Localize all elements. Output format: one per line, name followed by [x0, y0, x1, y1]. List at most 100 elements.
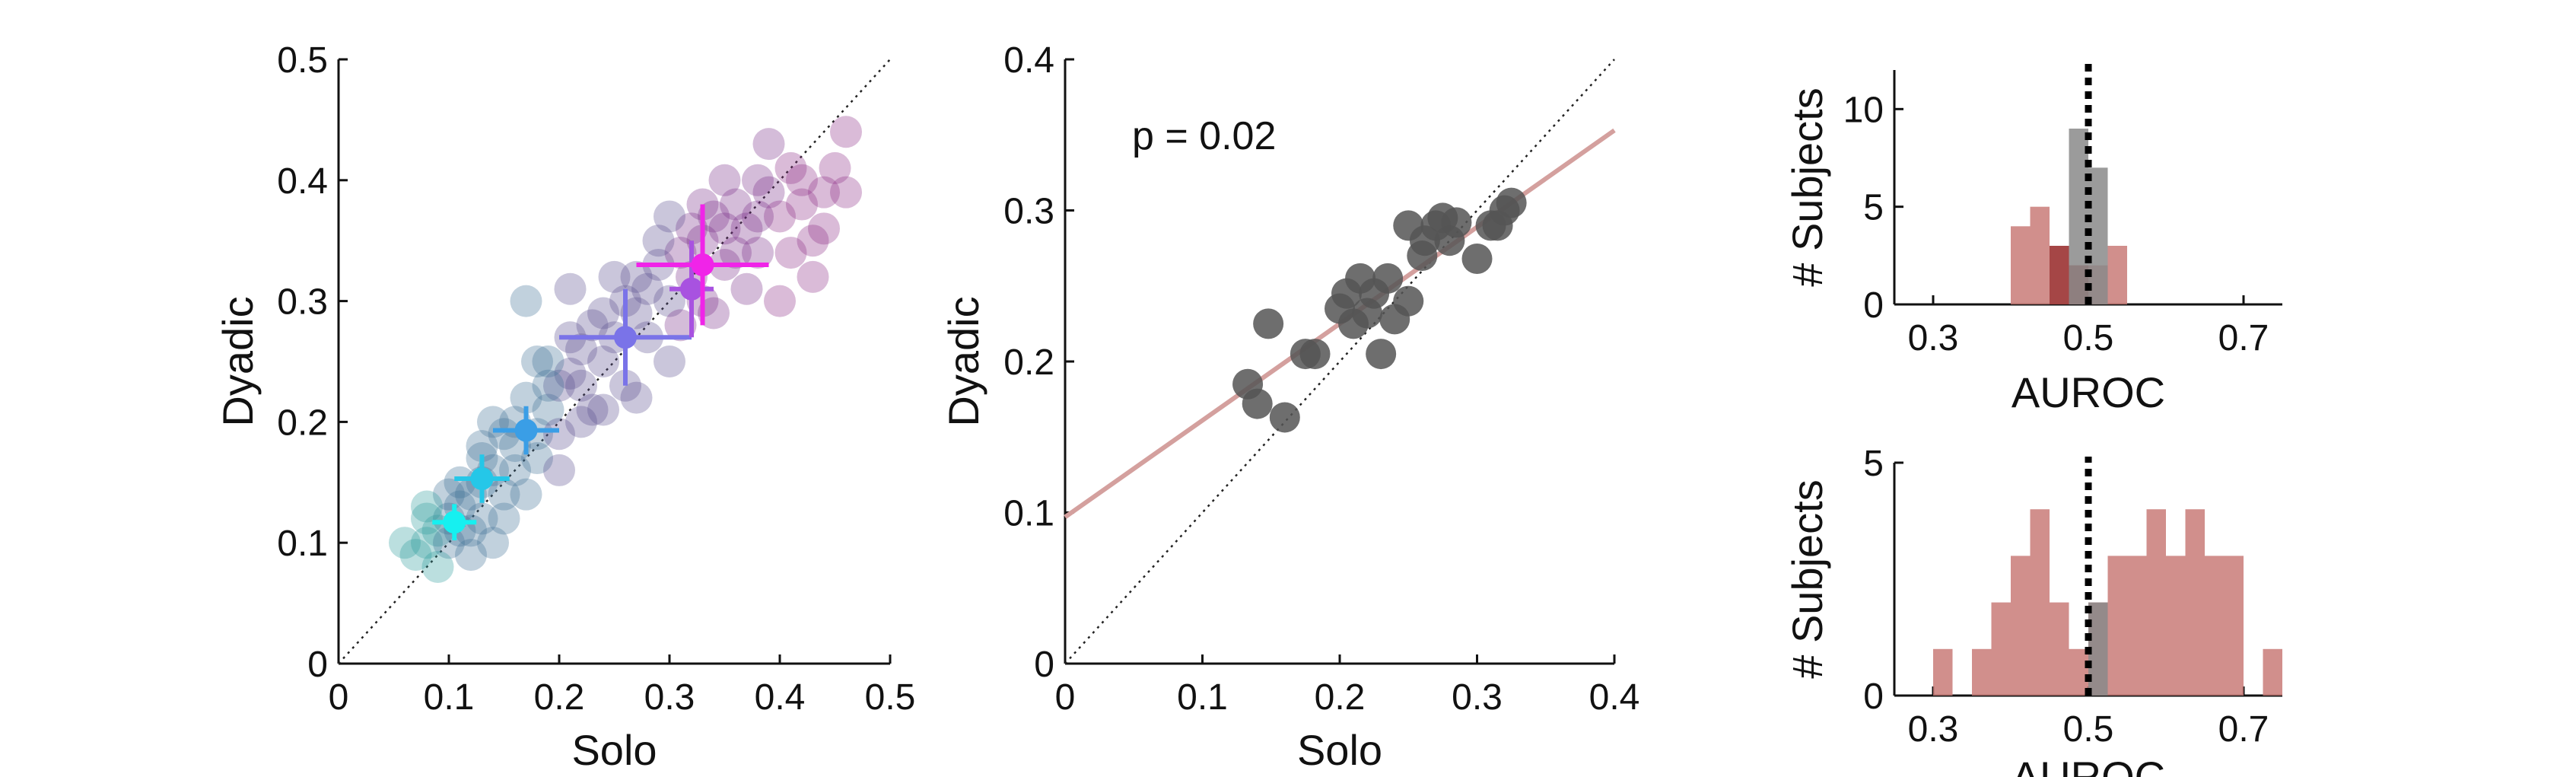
x-tick-label: 0.5 — [2063, 709, 2114, 750]
x-tick-label: 0.3 — [1908, 318, 1959, 358]
data-point — [620, 297, 653, 330]
data-point — [411, 490, 443, 523]
histogram-bar — [2224, 556, 2244, 696]
histogram-bar — [2069, 648, 2088, 696]
data-point — [786, 164, 818, 196]
y-tick-label: 0.4 — [1003, 40, 1054, 81]
data-point — [730, 212, 763, 245]
x-tick-label: 0 — [1055, 677, 1076, 718]
data-point — [587, 346, 619, 377]
y-tick-label: 0 — [1863, 285, 1884, 326]
data-point — [1393, 285, 1424, 317]
mean-point — [514, 419, 538, 442]
data-point — [554, 357, 587, 390]
data-point — [808, 176, 840, 209]
data-point — [521, 442, 553, 475]
data-point — [620, 381, 653, 414]
panel-scatter-solo-vs-dyadic-a: 0 0.1 0.2 0.3 0.4 0.5 0 0.1 0.2 0.3 0.4 0.5 Solo Dyad… — [214, 40, 915, 774]
x-tick-label: 0.2 — [1315, 677, 1366, 718]
data-point — [720, 237, 752, 269]
x-axis-label: AUROC — [2012, 753, 2165, 777]
panel-histogram-bottom: 0.3 0.5 0.7 0 5 AUROC # Subjects — [1783, 444, 2282, 777]
data-point — [676, 212, 708, 245]
x-tick-label: 0.3 — [1452, 677, 1503, 718]
histogram-bar — [2107, 556, 2127, 696]
data-point — [433, 478, 465, 511]
data-point — [499, 454, 531, 486]
data-point — [742, 237, 774, 269]
data-point — [642, 225, 675, 257]
y-axis-label: Dyadic — [214, 296, 262, 426]
data-point — [830, 176, 862, 209]
y-tick-label: 5 — [1863, 188, 1884, 228]
data-point — [664, 309, 697, 342]
data-point — [830, 116, 862, 148]
data-point — [532, 369, 564, 402]
data-point — [1496, 187, 1527, 218]
x-tick-label: 0.3 — [1908, 709, 1959, 750]
data-point — [819, 151, 851, 184]
data-point — [510, 478, 542, 511]
y-tick-label: 0 — [1863, 677, 1884, 717]
y-tick-label: 0.1 — [1003, 494, 1054, 534]
data-point — [1366, 339, 1397, 370]
data-point — [708, 212, 741, 245]
data-point — [444, 466, 476, 498]
y-axis-label: Dyadic — [940, 296, 987, 426]
data-point — [1269, 402, 1300, 433]
data-point — [1372, 263, 1404, 294]
data-point — [587, 297, 619, 330]
histogram-bar — [2011, 226, 2031, 304]
data-point — [742, 200, 774, 233]
histogram-bar — [2050, 246, 2069, 304]
y-tick-label: 0.1 — [277, 524, 328, 564]
x-tick-label: 0.3 — [644, 677, 695, 718]
data-point — [764, 285, 796, 317]
histogram-bar — [2263, 648, 2282, 696]
data-point — [654, 285, 685, 317]
data-point — [399, 539, 432, 572]
data-point — [488, 418, 520, 451]
x-tick-label: 0.2 — [534, 677, 585, 718]
data-point — [654, 200, 685, 233]
data-point — [1242, 388, 1273, 419]
data-point — [587, 393, 619, 426]
data-point — [510, 285, 542, 317]
histogram-bar — [2011, 556, 2031, 696]
data-point — [554, 272, 587, 305]
y-tick-label: 0.3 — [277, 282, 328, 323]
data-point — [752, 176, 785, 209]
histogram-bar — [2050, 602, 2069, 696]
histogram-bar — [2030, 509, 2050, 696]
data-point — [808, 212, 840, 245]
y-tick-label: 0 — [1034, 645, 1054, 685]
data-point — [708, 164, 741, 196]
data-point — [565, 406, 597, 438]
y-axis-label: # Subjects — [1783, 88, 1831, 287]
data-point — [797, 225, 829, 257]
data-point — [477, 527, 509, 559]
data-point — [543, 418, 575, 451]
data-point — [786, 188, 818, 221]
data-point — [532, 393, 564, 426]
x-tick-label: 0.7 — [2218, 318, 2269, 358]
x-axis-label: Solo — [1297, 726, 1382, 774]
data-point — [631, 272, 663, 305]
histogram-bar — [1972, 648, 1992, 696]
p-value-annotation: p = 0.02 — [1132, 114, 1276, 158]
data-point — [774, 151, 807, 184]
data-point — [565, 333, 597, 366]
data-point — [797, 260, 829, 293]
y-tick-label: 0.2 — [277, 403, 328, 443]
histogram-bar — [2205, 556, 2225, 696]
x-tick-label: 0.1 — [424, 677, 475, 718]
mean-point — [691, 253, 714, 276]
data-point — [455, 539, 487, 572]
data-point — [576, 309, 609, 342]
y-tick-label: 5 — [1863, 444, 1884, 484]
data-point — [421, 550, 454, 583]
x-tick-label: 0.5 — [2063, 318, 2114, 358]
mean-point — [443, 511, 466, 534]
x-axis-label: AUROC — [2012, 368, 2165, 416]
